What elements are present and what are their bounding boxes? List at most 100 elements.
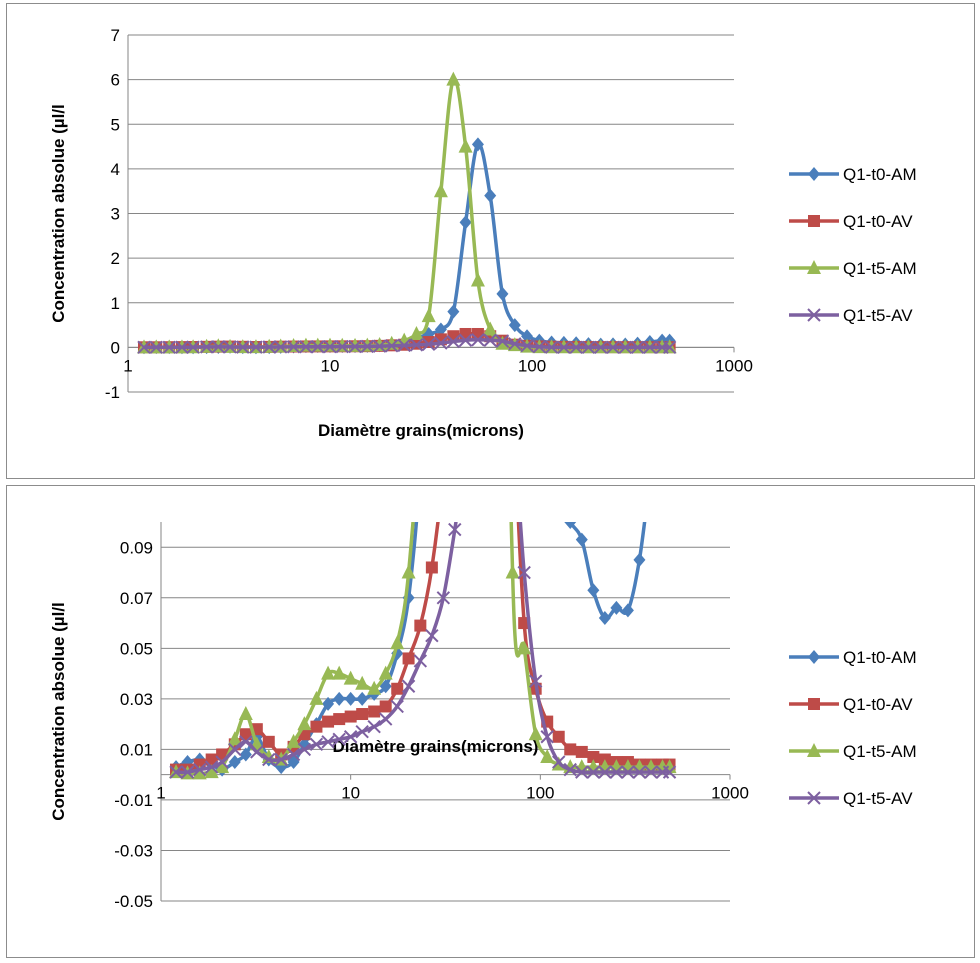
legend-label: Q1-t0-AM <box>843 165 917 184</box>
data-point <box>355 725 369 739</box>
data-point <box>360 339 375 354</box>
data-point <box>414 619 427 632</box>
data-point <box>508 337 522 351</box>
legend-marker <box>807 791 821 805</box>
data-point <box>262 340 276 354</box>
data-point <box>199 340 214 354</box>
data-point <box>409 338 424 352</box>
data-point <box>322 715 335 728</box>
data-point <box>323 339 337 354</box>
data-point <box>332 732 346 747</box>
data-point <box>193 762 207 777</box>
data-point <box>180 765 195 779</box>
data-point <box>384 339 399 353</box>
data-point <box>239 728 252 741</box>
data-point <box>587 583 600 598</box>
series-Q1-t5-AV <box>137 333 677 355</box>
legend-label: Q1-t5-AM <box>843 259 917 278</box>
legend-item-Q1-t0-AM: Q1-t0-AM <box>789 165 917 184</box>
legend-marker <box>807 260 821 274</box>
data-point <box>332 665 347 680</box>
data-point <box>446 71 461 86</box>
data-point <box>401 679 416 693</box>
y-tick-label: -0.03 <box>114 841 153 860</box>
x-tick-label: 10 <box>341 784 360 803</box>
data-point <box>643 340 657 355</box>
data-point <box>594 340 608 355</box>
y-tick-label: 0.01 <box>120 740 153 759</box>
data-point <box>563 762 577 777</box>
data-point <box>169 765 183 779</box>
legend-label: Q1-t0-AV <box>843 212 913 231</box>
legend-item-Q1-t5-AV: Q1-t5-AV <box>789 789 913 808</box>
data-point <box>587 750 600 763</box>
data-point <box>575 765 589 779</box>
data-point <box>211 340 226 354</box>
y-tick-label: 5 <box>111 115 120 134</box>
data-point <box>528 674 543 688</box>
data-point <box>333 713 346 726</box>
legend-item-Q1-t5-AM: Q1-t5-AM <box>789 742 917 761</box>
data-point <box>186 340 200 354</box>
data-point <box>273 340 288 354</box>
data-point <box>249 340 263 354</box>
series-Q1-t0-AV <box>170 522 676 776</box>
legend-marker <box>807 308 821 322</box>
data-point <box>401 564 416 579</box>
data-point <box>310 720 323 733</box>
data-point <box>379 700 392 713</box>
y-tick-label: -0.05 <box>114 892 153 911</box>
data-point <box>205 753 218 766</box>
legend-label: Q1-t5-AM <box>843 742 917 761</box>
legend-marker <box>808 167 820 181</box>
data-point <box>367 719 381 734</box>
data-point <box>459 215 472 230</box>
data-point <box>540 748 555 763</box>
legend-item-Q1-t0-AV: Q1-t0-AV <box>789 212 913 231</box>
data-point <box>630 340 645 355</box>
data-point <box>321 665 336 680</box>
data-point <box>413 654 428 668</box>
data-point <box>262 735 275 748</box>
chart-panel-bottom: -0.05 -0.03 -0.01 0.01 0.03 0.05 0.07 0.09 1 10 10… <box>6 485 975 958</box>
data-point <box>228 742 242 757</box>
data-point <box>311 340 325 354</box>
data-point <box>286 733 301 748</box>
data-point <box>610 600 623 615</box>
legend-label: Q1-t5-AV <box>843 306 913 325</box>
data-point <box>564 743 577 756</box>
legend-label: Q1-t0-AM <box>843 648 917 667</box>
data-point <box>575 745 588 758</box>
series-Q1-t0-AM <box>137 137 676 355</box>
data-point <box>348 339 362 354</box>
data-point <box>236 340 250 354</box>
y-axis-title: Concentration absolue (µl/l <box>49 104 68 323</box>
series-Q1-t5-AM <box>136 71 677 354</box>
data-point <box>333 691 346 706</box>
y-tick-label: -1 <box>105 383 120 402</box>
data-point <box>586 765 601 779</box>
y-axis-title: Concentration absolue (µl/l <box>49 602 68 821</box>
data-point <box>402 652 415 665</box>
data-point <box>297 742 312 757</box>
data-point <box>517 640 532 655</box>
chart-bottom: -0.05 -0.03 -0.01 0.01 0.03 0.05 0.07 0.09 1 10 10… <box>49 522 917 911</box>
data-point <box>162 340 176 354</box>
legend-item-Q1-t5-AV: Q1-t5-AV <box>789 306 913 325</box>
x-tick-label: 100 <box>526 784 554 803</box>
data-point <box>344 691 357 706</box>
y-tick-label: 4 <box>111 160 120 179</box>
data-point <box>528 726 543 741</box>
data-point <box>446 334 461 349</box>
data-point <box>521 329 534 344</box>
data-point <box>552 755 566 769</box>
x-axis-title: Diamètre grains(microns) <box>318 421 524 440</box>
data-point <box>297 716 312 731</box>
data-point <box>390 699 404 714</box>
data-point <box>447 304 460 319</box>
legend-marker <box>808 698 820 710</box>
data-point <box>557 340 571 354</box>
data-point <box>228 755 241 770</box>
y-tick-label: 0 <box>111 338 120 357</box>
